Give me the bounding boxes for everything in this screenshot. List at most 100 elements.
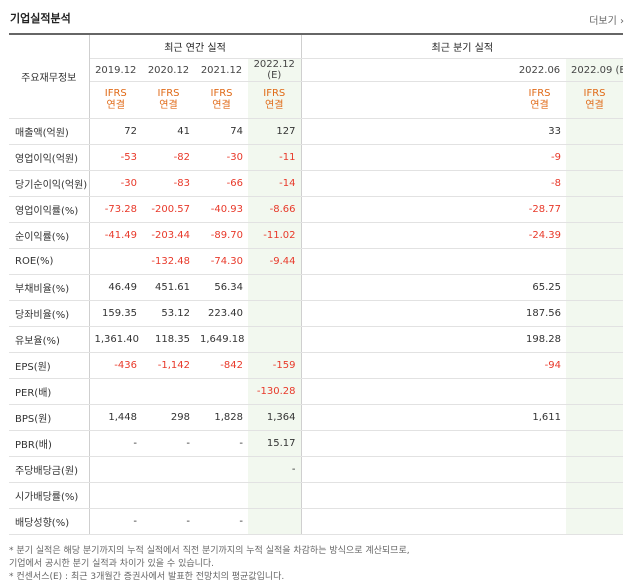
quarter-value-cell (460, 300, 513, 327)
accounting-standard: IFRS 연결 (513, 81, 566, 119)
quarter-value-cell (513, 430, 566, 457)
annual-value-cell: -1,142 (142, 352, 195, 379)
quarter-value-cell (354, 430, 407, 457)
annual-value-cell (89, 378, 142, 405)
quarter-value-cell: 198.28 (513, 326, 566, 353)
table-row: 영업이익률(%) -73.28 -200.57 -40.93 -8.66 -28.77 (9, 196, 624, 223)
annual-value-cell: -159 (248, 352, 302, 379)
quarter-value-cell (460, 482, 513, 509)
quarter-value-cell (354, 144, 407, 171)
table-row: 순이익률(%) -41.49 -203.44 -89.70 -11.02 -24.39 (9, 222, 624, 249)
annual-value-cell: - (142, 430, 195, 457)
annual-value-cell: 1,361.40 (89, 326, 142, 353)
quarter-value-cell (566, 456, 624, 483)
quarter-value-cell (301, 196, 354, 223)
quarter-value-cell (301, 144, 354, 171)
annual-value-cell (142, 378, 195, 405)
standard-consolidated: 연결 (265, 100, 284, 111)
footnotes: * 분기 실적은 해당 분기까지의 누적 실적에서 직전 분기까지의 누적 실적… (9, 545, 410, 584)
quarter-value-cell (460, 508, 513, 535)
quarter-value-cell (460, 404, 513, 431)
quarter-value-cell: -9 (513, 144, 566, 171)
annual-value-cell: 1,649.18 (195, 326, 248, 353)
quarter-period-year: 2022.06 (513, 58, 566, 82)
quarter-value-cell (513, 482, 566, 509)
row-label: 당기순이익(억원) (9, 170, 90, 197)
quarter-value-cell (354, 196, 407, 223)
quarter-value-cell: -8 (513, 170, 566, 197)
annual-value-cell: -9.44 (248, 248, 302, 275)
quarter-value-cell (566, 222, 624, 249)
quarter-value-cell (407, 508, 460, 535)
period-year-text: 2019.12 (95, 64, 137, 76)
quarter-value-cell (407, 326, 460, 353)
quarter-value-cell (460, 456, 513, 483)
annual-period-year: 2020.12 (142, 58, 195, 82)
annual-value-cell: 74 (195, 118, 248, 145)
row-label: PBR(배) (9, 430, 90, 457)
annual-value-cell (248, 300, 302, 327)
quarter-value-cell (301, 326, 354, 353)
row-label: 주당배당금(원) (9, 456, 90, 483)
quarter-value-cell (301, 456, 354, 483)
quarter-value-cell (407, 430, 460, 457)
annual-value-cell: 1,828 (195, 404, 248, 431)
annual-value-cell: -66 (195, 170, 248, 197)
annual-value-cell: -82 (142, 144, 195, 171)
standard-ifrs: IFRS (263, 88, 286, 99)
standard-ifrs: IFRS (104, 88, 127, 99)
quarter-value-cell (460, 196, 513, 223)
row-label: ROE(%) (9, 248, 90, 275)
annual-period-year: 2019.12 (89, 58, 142, 82)
standard-consolidated: 연결 (530, 100, 549, 111)
quarter-group-label: 최근 분기 실적 (301, 33, 624, 59)
annual-value-cell: -132.48 (142, 248, 195, 275)
quarter-value-cell (407, 300, 460, 327)
quarter-value-cell (301, 352, 354, 379)
quarter-value-cell (460, 378, 513, 405)
annual-value-cell: -40.93 (195, 196, 248, 223)
annual-value-cell (89, 456, 142, 483)
quarter-period-year (460, 58, 513, 82)
table-row: 당기순이익(억원) -30 -83 -66 -14 -8 (9, 170, 624, 197)
quarter-value-cell (301, 170, 354, 197)
accounting-standard: IFRS 연결 (566, 81, 624, 119)
table-row: 부채비율(%) 46.49 451.61 56.34 65.25 (9, 274, 624, 301)
annual-value-cell (89, 482, 142, 509)
quarter-value-cell (407, 222, 460, 249)
row-label: 순이익률(%) (9, 222, 90, 249)
table-row: BPS(원) 1,448 298 1,828 1,364 1,611 (9, 404, 624, 431)
quarter-value-cell (301, 274, 354, 301)
annual-value-cell (248, 508, 302, 535)
annual-value-cell: 41 (142, 118, 195, 145)
annual-value-cell: -30 (195, 144, 248, 171)
quarter-value-cell (566, 378, 624, 405)
accounting-standard (460, 81, 513, 119)
accounting-standard: IFRS 연결 (142, 81, 195, 119)
quarter-value-cell (407, 170, 460, 197)
quarter-value-cell (354, 404, 407, 431)
quarter-value-cell (566, 274, 624, 301)
quarter-value-cell (513, 248, 566, 275)
standard-consolidated: 연결 (585, 100, 604, 111)
quarter-value-cell (354, 274, 407, 301)
quarter-value-cell (407, 118, 460, 145)
standard-consolidated: 연결 (106, 100, 125, 111)
row-label: 영업이익률(%) (9, 196, 90, 223)
quarter-period-year (407, 58, 460, 82)
table-row: EPS(원) -436 -1,142 -842 -159 -94 (9, 352, 624, 379)
annual-value-cell (142, 482, 195, 509)
quarter-value-cell (407, 482, 460, 509)
annual-value-cell: - (89, 430, 142, 457)
annual-value-cell: -89.70 (195, 222, 248, 249)
quarter-period-year (354, 58, 407, 82)
row-label: 매출액(억원) (9, 118, 90, 145)
quarter-value-cell: -94 (513, 352, 566, 379)
quarter-value-cell (301, 508, 354, 535)
quarter-value-cell (566, 430, 624, 457)
quarter-value-cell: 187.56 (513, 300, 566, 327)
table-row: 유보율(%) 1,361.40 118.35 1,649.18 198.28 (9, 326, 624, 353)
quarter-value-cell: -28.77 (513, 196, 566, 223)
more-link[interactable]: 더보기 › (589, 16, 624, 27)
